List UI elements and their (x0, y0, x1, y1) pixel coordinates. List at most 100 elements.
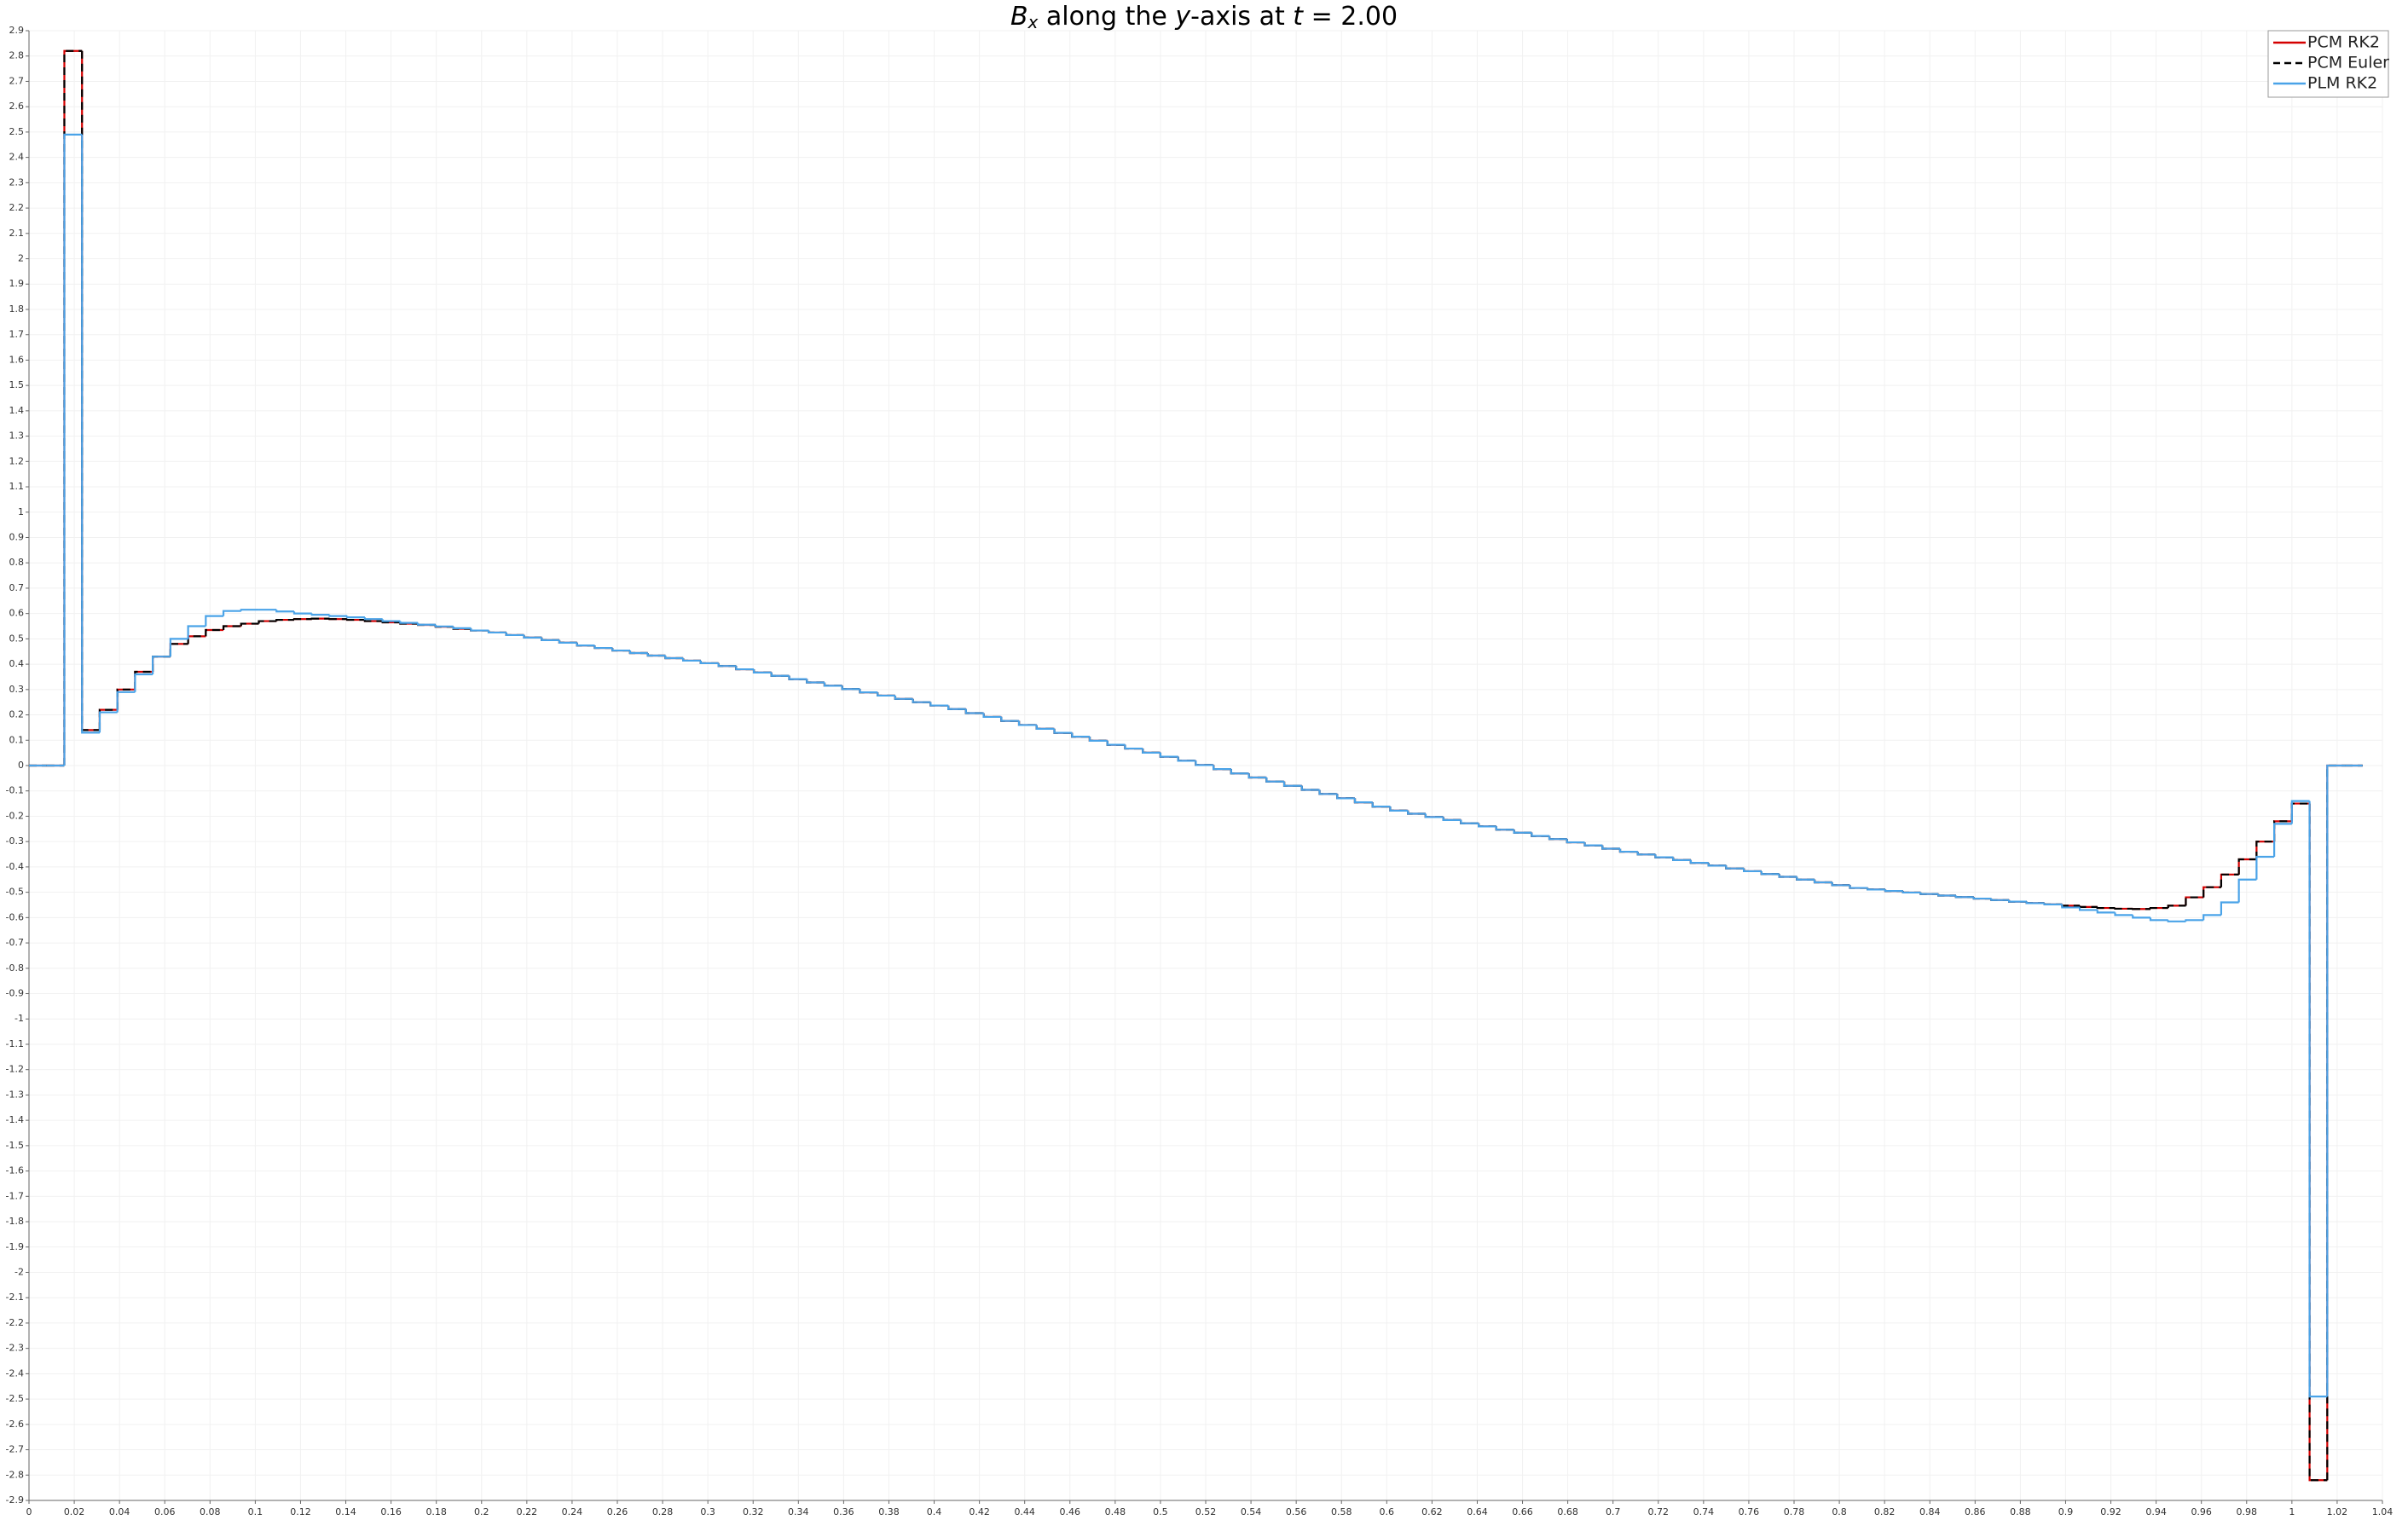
step-segment (2167, 920, 2186, 922)
step-segment (310, 617, 330, 620)
y-tick-label: 1.6 (9, 354, 25, 365)
x-tick-label: 0.32 (743, 1506, 764, 1517)
step-segment (2096, 906, 2116, 910)
y-tick-label: 2.3 (9, 176, 25, 188)
y-tick-label: 2.5 (9, 126, 25, 137)
step-segment (2308, 803, 2328, 1482)
step-segment (1548, 835, 1567, 841)
step-segment (523, 634, 542, 639)
y-tick-label: 1.1 (9, 481, 25, 492)
x-tick-label: 0 (26, 1506, 32, 1517)
title-part: x (1027, 12, 1039, 32)
x-tick-label: 0.72 (1648, 1506, 1670, 1517)
y-tick-label: 1 (18, 506, 24, 517)
step-segment (912, 698, 931, 703)
x-tick-label: 0.48 (1105, 1506, 1126, 1517)
step-segment (1636, 852, 1656, 856)
y-tick-label: 2.4 (9, 152, 25, 163)
step-segment (222, 610, 241, 616)
x-tick-label: 0.46 (1060, 1506, 1081, 1517)
y-tick-label: -1.9 (6, 1241, 24, 1252)
step-segment (1760, 870, 1780, 876)
step-segment (187, 625, 206, 639)
y-tick-label: -1.8 (6, 1216, 24, 1227)
y-tick-label: -1 (14, 1013, 24, 1024)
step-segment (2061, 904, 2081, 909)
y-tick-label: -2 (14, 1266, 24, 1277)
step-segment (116, 691, 136, 713)
y-tick-label: 2.9 (9, 25, 25, 36)
step-segment (593, 645, 613, 650)
y-tick-label: -1.3 (6, 1089, 24, 1100)
step-segment (1017, 720, 1037, 726)
y-tick-label: 0.4 (9, 658, 25, 669)
step-segment (576, 642, 595, 647)
step-segment (169, 638, 188, 657)
step-segment (1389, 806, 1409, 812)
step-segment (1318, 789, 1338, 795)
step-segment (63, 49, 83, 766)
y-tick-label: -2.9 (6, 1494, 24, 1506)
x-tick-label: 0.14 (335, 1506, 356, 1517)
step-segment (841, 685, 860, 691)
x-tick-label: 0.74 (1693, 1506, 1715, 1517)
step-segment (1813, 879, 1832, 884)
step-segment (1195, 760, 1214, 766)
x-tick-label: 0.5 (1153, 1506, 1168, 1517)
x-tick-label: 0.64 (1467, 1506, 1488, 1517)
step-segment (2326, 764, 2346, 1397)
step-segment (417, 622, 436, 626)
step-segment (434, 624, 454, 627)
x-tick-label: 0.92 (2100, 1506, 2121, 1517)
x-tick-label: 0.38 (878, 1506, 900, 1517)
x-tick-label: 0.9 (2058, 1506, 2074, 1517)
x-tick-label: 0.36 (833, 1506, 854, 1517)
y-tick-label: -0.9 (6, 988, 24, 999)
step-segment (169, 643, 188, 657)
step-segment (2290, 800, 2310, 824)
x-tick-label: 0.6 (1380, 1506, 1395, 1517)
x-tick-label: 0.24 (562, 1506, 583, 1517)
step-segment (81, 134, 100, 734)
step-segment (1177, 756, 1196, 762)
y-tick-label: 1.3 (9, 431, 25, 442)
step-segment (1247, 773, 1267, 779)
x-tick-label: 0.44 (1014, 1506, 1035, 1517)
x-tick-label: 0.12 (290, 1506, 311, 1517)
step-segment (1088, 737, 1108, 742)
step-segment (505, 632, 524, 637)
y-tick-label: 1.5 (9, 379, 25, 390)
step-segment (1707, 863, 1727, 867)
y-tick-label: -0.5 (6, 887, 24, 898)
y-tick-label: -1.5 (6, 1140, 24, 1151)
step-segment (292, 611, 312, 615)
step-segment (2132, 915, 2150, 919)
step-segment (205, 615, 224, 627)
x-tick-label: 0.02 (64, 1506, 85, 1517)
step-segment (823, 682, 842, 687)
step-segment (1159, 752, 1178, 758)
step-segment (1142, 749, 1161, 754)
step-segment (611, 648, 630, 652)
step-segment (1071, 732, 1090, 738)
y-tick-label: 1.8 (9, 303, 25, 315)
step-segment (1353, 798, 1373, 804)
step-segment (1213, 765, 1231, 771)
step-segment (1106, 740, 1126, 746)
step-segment (1495, 826, 1514, 831)
step-segment (2220, 901, 2239, 916)
step-segment (1230, 769, 1249, 775)
step-segment (205, 628, 224, 637)
step-segment (1902, 891, 1921, 894)
step-segment (169, 643, 188, 657)
step-segment (363, 617, 383, 621)
title-part: t (1293, 2, 1304, 32)
step-segment (1672, 857, 1691, 861)
step-segment (1460, 819, 1479, 824)
y-tick-label: 2.1 (9, 228, 25, 239)
x-tick-label: 0.28 (652, 1506, 674, 1517)
step-segment (1442, 817, 1462, 822)
step-segment (717, 662, 737, 668)
step-segment (859, 689, 878, 694)
